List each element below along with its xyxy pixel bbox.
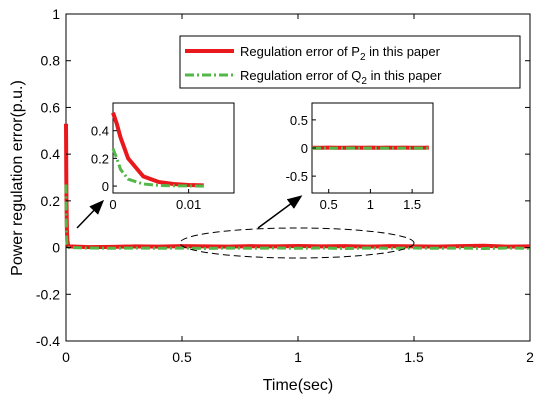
y-tick-label: 1	[52, 6, 60, 22]
x-axis-label: Time(sec)	[263, 377, 334, 394]
y-axis: -0.4 -0.2 0 0.2 0.4 0.6 0.8 1	[36, 6, 530, 349]
x-tick-label: 0.5	[172, 349, 192, 365]
inset-series-line-1	[111, 148, 204, 188]
inset-x-tick-label: 0.01	[176, 197, 201, 212]
inset-y-tick-label: 0.2	[91, 151, 109, 166]
x-tick-label: 2	[526, 349, 534, 365]
inset-x-tick-label: 0.5	[320, 197, 338, 212]
y-tick-label: 0.4	[41, 146, 61, 162]
series-line-1	[64, 184, 531, 251]
inset-frame	[112, 102, 235, 194]
inset-y-tick-label: 0	[102, 179, 109, 194]
highlight-ellipse	[179, 227, 415, 259]
y-tick-label: 0.2	[41, 193, 61, 209]
y-tick-label: -0.2	[36, 286, 60, 302]
x-axis: 0 0.5 1 1.5 2	[62, 14, 534, 365]
y-tick-label: 0.6	[41, 99, 61, 115]
x-tick-label: 0	[62, 349, 70, 365]
inset-x-tick-label: 1	[367, 197, 374, 212]
inset-y-tick-label: 0	[301, 141, 308, 156]
main-series-group	[64, 123, 531, 251]
legend-box	[179, 35, 521, 89]
x-tick-label: 1	[294, 349, 302, 365]
legend: Regulation error of P2 in this paper Reg…	[179, 35, 521, 89]
inset-left: 0 0.01 0 0.2 0.4	[91, 102, 235, 212]
arrow-to-inset-left	[76, 199, 105, 229]
x-tick-label: 1.5	[404, 349, 424, 365]
inset-y-tick-label: -0.5	[286, 169, 308, 184]
inset-right: 0.5 1 1.5 -0.5 0 0.5	[286, 102, 434, 212]
inset-x-tick-label: 0	[109, 197, 116, 212]
legend-label-p2: Regulation error of P2 in this paper	[240, 44, 441, 63]
y-axis-label: Power regulation error(p.u.)	[9, 80, 26, 276]
y-tick-label: 0.8	[41, 53, 61, 69]
inset-x-tick-label: 1.5	[403, 197, 421, 212]
y-tick-label: 0	[52, 240, 60, 256]
arrow-to-inset-right	[257, 195, 303, 229]
legend-label-q2: Regulation error of Q2 in this paper	[240, 68, 442, 87]
inset-y-tick-label: 0.4	[91, 124, 109, 139]
inset-y-tick-label: 0.5	[290, 113, 308, 128]
y-tick-label: -0.4	[36, 333, 60, 349]
